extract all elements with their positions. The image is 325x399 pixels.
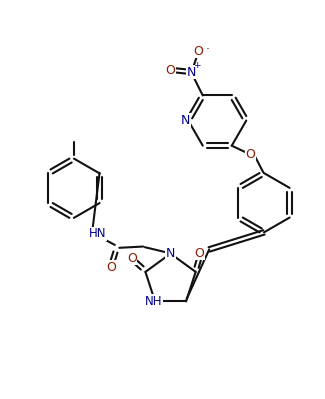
Text: N: N	[181, 114, 190, 127]
Text: HN: HN	[89, 227, 106, 240]
Text: O: O	[127, 252, 137, 265]
Text: O: O	[245, 148, 255, 161]
Text: O: O	[194, 45, 203, 58]
Text: ·: ·	[206, 43, 210, 56]
Text: N: N	[166, 247, 175, 260]
Text: +: +	[194, 61, 201, 70]
Text: N: N	[187, 66, 196, 79]
Text: O: O	[195, 247, 204, 260]
Text: O: O	[106, 261, 116, 274]
Text: O: O	[166, 64, 176, 77]
Text: NH: NH	[145, 295, 162, 308]
